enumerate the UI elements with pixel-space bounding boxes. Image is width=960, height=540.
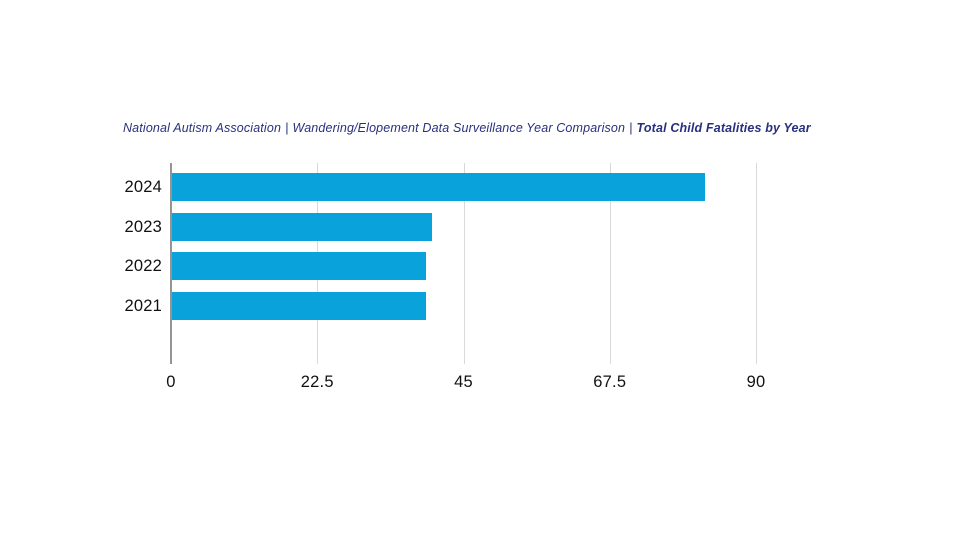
gridline [609, 163, 611, 364]
bar-2022 [172, 252, 426, 281]
bar-2023 [172, 212, 432, 241]
x-tick-label-67.5: 67.5 [593, 373, 627, 391]
title-segment-org: National Autism Association [123, 121, 282, 135]
chart-title: National Autism Association | Wandering/El… [123, 121, 811, 135]
bar-2021 [172, 292, 426, 321]
gridline [463, 163, 465, 364]
x-tick-label-90: 90 [746, 373, 766, 391]
x-axis-labels: 0 22.5 45 67.5 90 [166, 373, 765, 395]
x-tick-label-22.5: 22.5 [300, 373, 334, 391]
title-separator: | [285, 121, 289, 135]
y-tick-label-2024: 2024 [124, 178, 162, 196]
y-tick-label-2023: 2023 [124, 217, 162, 236]
y-axis-labels: 2024 2023 2022 2021 [0, 163, 162, 364]
title-separator: | [629, 121, 633, 135]
y-axis-line [170, 163, 172, 364]
title-segment-metric: Total Child Fatalities by Year [636, 121, 811, 135]
bar-2024 [172, 173, 705, 201]
title-segment-report: Wandering/Elopement Data Surveillance Ye… [292, 121, 626, 135]
y-tick-label-2022: 2022 [124, 257, 162, 276]
x-tick-label-0: 0 [166, 373, 176, 391]
x-tick-label-45: 45 [454, 373, 473, 391]
gridline [756, 163, 757, 364]
plot-area [170, 163, 757, 364]
y-tick-label-2021: 2021 [124, 297, 162, 316]
